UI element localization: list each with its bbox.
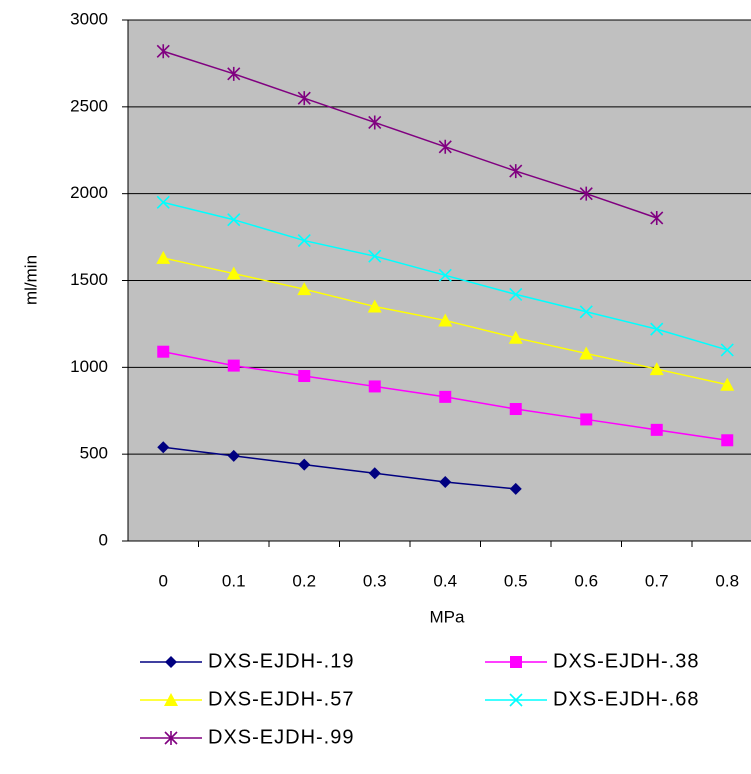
x-tick-label: 0.7 bbox=[645, 571, 669, 590]
data-point bbox=[227, 213, 241, 227]
data-point bbox=[650, 322, 664, 336]
y-tick-label: 2000 bbox=[70, 183, 108, 202]
data-point bbox=[157, 441, 170, 454]
data-point bbox=[650, 423, 663, 436]
data-point bbox=[368, 380, 381, 393]
data-point bbox=[580, 413, 593, 426]
data-point bbox=[156, 44, 170, 59]
data-point bbox=[579, 305, 593, 319]
data-point bbox=[297, 282, 312, 296]
y-tick-label: 1000 bbox=[70, 357, 108, 376]
data-point bbox=[156, 250, 171, 264]
legend-label: DXS-EJDH-.99 bbox=[208, 726, 354, 748]
legend-marker bbox=[510, 656, 522, 668]
data-point bbox=[297, 91, 311, 106]
data-point bbox=[297, 233, 311, 248]
legend-marker bbox=[509, 693, 523, 707]
data-point bbox=[298, 458, 311, 471]
data-point bbox=[298, 370, 311, 383]
y-tick-label: 500 bbox=[80, 444, 108, 463]
data-point bbox=[509, 482, 522, 495]
data-point bbox=[226, 266, 241, 280]
data-point bbox=[438, 313, 453, 327]
data-point bbox=[438, 139, 452, 154]
legend-marker bbox=[164, 693, 178, 706]
x-tick-label: 0.6 bbox=[574, 571, 598, 590]
y-tick-label: 3000 bbox=[70, 9, 108, 28]
x-tick-label: 0.5 bbox=[504, 571, 528, 590]
x-tick-label: 0.8 bbox=[715, 571, 739, 590]
data-point bbox=[227, 66, 241, 81]
x-axis-label: MPa bbox=[430, 607, 466, 626]
data-point bbox=[227, 449, 240, 462]
x-tick-label: 0 bbox=[159, 571, 168, 590]
data-point bbox=[509, 164, 523, 179]
legend-label: DXS-EJDH-.38 bbox=[553, 650, 699, 672]
legend-label: DXS-EJDH-.19 bbox=[208, 650, 354, 672]
data-point bbox=[509, 287, 523, 301]
data-point bbox=[508, 330, 523, 344]
data-point bbox=[156, 195, 170, 209]
y-tick-label: 1500 bbox=[70, 270, 108, 289]
data-point bbox=[650, 210, 664, 225]
data-point bbox=[579, 186, 593, 201]
data-point bbox=[157, 345, 170, 358]
data-point bbox=[579, 346, 594, 360]
legend-label: DXS-EJDH-.57 bbox=[208, 688, 354, 710]
data-point bbox=[720, 377, 735, 391]
data-point bbox=[227, 359, 240, 372]
x-tick-label: 0.4 bbox=[433, 571, 457, 590]
legend-marker bbox=[165, 656, 177, 668]
data-point bbox=[720, 343, 734, 357]
data-point bbox=[368, 115, 382, 130]
series-line bbox=[163, 50, 657, 219]
y-tick-label: 0 bbox=[99, 530, 108, 549]
data-point bbox=[368, 249, 382, 263]
series-line bbox=[163, 446, 516, 490]
x-tick-label: 0.1 bbox=[222, 571, 246, 590]
y-tick-label: 2500 bbox=[70, 96, 108, 115]
data-point bbox=[509, 403, 522, 416]
x-tick-label: 0.3 bbox=[363, 571, 387, 590]
data-point bbox=[649, 362, 664, 376]
data-point bbox=[439, 475, 452, 488]
x-tick-label: 0.2 bbox=[292, 571, 316, 590]
data-point bbox=[721, 434, 734, 447]
legend-marker bbox=[164, 731, 178, 745]
data-point bbox=[368, 467, 381, 480]
data-point bbox=[367, 299, 382, 313]
y-axis-label: ml/min bbox=[21, 255, 40, 305]
legend-label: DXS-EJDH-.68 bbox=[553, 688, 699, 710]
data-point bbox=[439, 390, 452, 403]
data-point bbox=[438, 268, 452, 282]
